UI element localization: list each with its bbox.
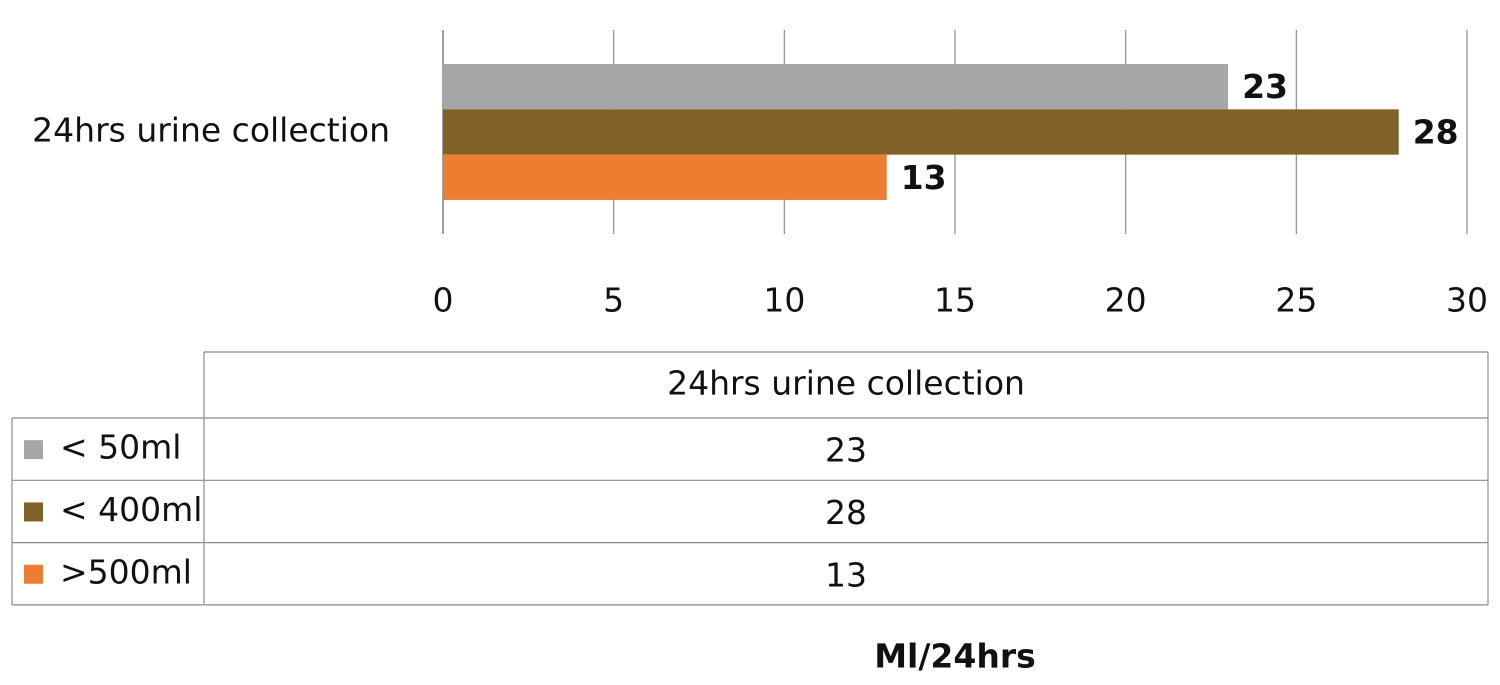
bar <box>443 64 1229 110</box>
table-cell: 13 <box>825 555 867 594</box>
x-tick-label: 20 <box>1105 281 1147 320</box>
legend-label: >500ml <box>60 552 192 591</box>
value-label: 28 <box>1413 113 1459 152</box>
x-tick-label: 15 <box>934 281 976 320</box>
legend-swatch <box>24 440 43 460</box>
x-tick-label: 5 <box>603 281 624 320</box>
x-tick-label: 0 <box>433 281 454 320</box>
bar <box>443 154 887 200</box>
legend-label: < 50ml <box>60 428 181 467</box>
legend-swatch <box>24 502 43 522</box>
bar <box>443 109 1399 155</box>
value-label: 13 <box>901 158 947 197</box>
value-label: 23 <box>1242 67 1288 106</box>
legend-label: < 400ml <box>60 490 202 529</box>
x-axis-title: Ml/24hrs <box>874 637 1036 676</box>
x-tick-label: 25 <box>1275 281 1317 320</box>
y-tick-label: 24hrs urine collection <box>32 111 390 150</box>
x-tick-label: 10 <box>763 281 805 320</box>
table-cell: 23 <box>825 431 867 470</box>
table-cell: 28 <box>825 493 867 532</box>
table-header: 24hrs urine collection <box>667 364 1025 403</box>
x-tick-label: 30 <box>1446 281 1488 320</box>
legend-swatch <box>24 564 43 584</box>
